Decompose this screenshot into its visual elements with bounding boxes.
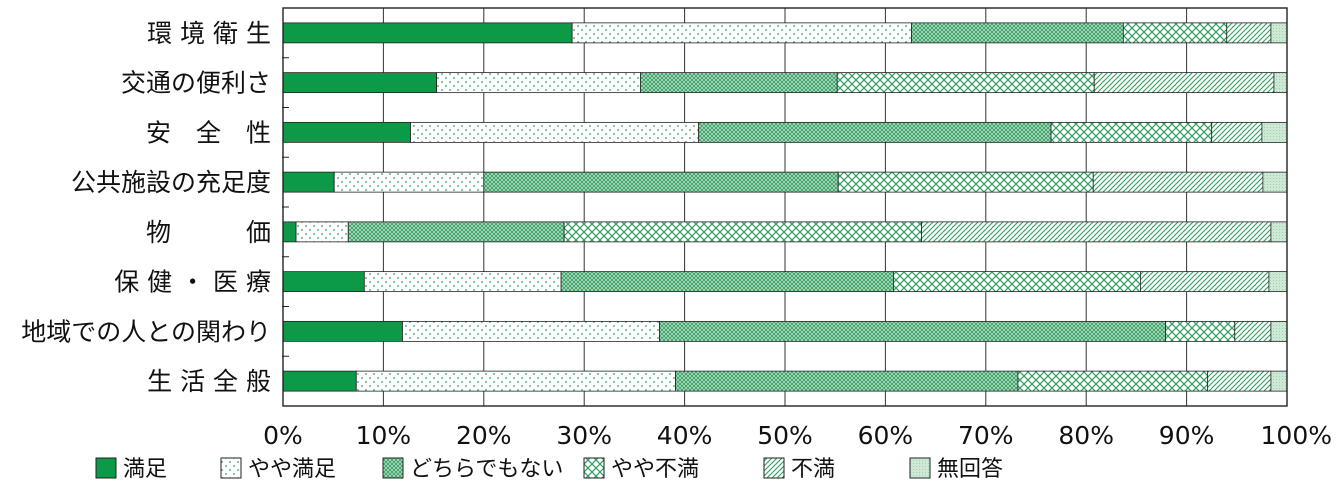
bar-segment xyxy=(893,271,1141,293)
category-label: 地域での人との関わり xyxy=(21,317,271,346)
bar-segment xyxy=(571,22,912,44)
legend-swatch xyxy=(220,457,242,479)
bar-segment xyxy=(1093,72,1275,94)
x-tick-labels: 0% 10% 20% 30% 40% 50% 60% 70% 80% 90% 100% xyxy=(263,421,1332,450)
bar-segment xyxy=(1017,370,1209,392)
legend-label: 無回答 xyxy=(937,457,1003,482)
category-label: 安 全 性 xyxy=(146,118,271,147)
category-label: 生 活 全 般 xyxy=(147,367,271,396)
bar-segment xyxy=(1261,121,1288,143)
x-tick-label: 90% xyxy=(1159,421,1215,450)
x-tick-label: 40% xyxy=(657,421,713,450)
bar-segment xyxy=(837,171,1094,193)
x-tick-label: 30% xyxy=(556,421,612,450)
bar-segment xyxy=(282,171,335,193)
bar-segment xyxy=(1050,121,1213,143)
legend-label: やや不満 xyxy=(611,457,699,482)
legend-swatch xyxy=(382,457,404,479)
legend-label: 満足 xyxy=(123,457,167,482)
bar-segment xyxy=(911,22,1124,44)
x-tick-label: 10% xyxy=(356,421,412,450)
x-tick-label: 20% xyxy=(456,421,512,450)
x-tick-label: 70% xyxy=(958,421,1014,450)
bar-segment xyxy=(659,320,1166,342)
bar-segment xyxy=(698,121,1052,143)
bar-segment xyxy=(1270,22,1288,44)
bar-segment xyxy=(1270,370,1288,392)
bar-segment xyxy=(921,221,1272,243)
bar-segment xyxy=(1273,72,1288,94)
bar-segment xyxy=(1234,320,1272,342)
legend-swatch xyxy=(763,457,785,479)
category-label: 交通の便利さ xyxy=(121,69,271,98)
legend-swatch xyxy=(95,457,117,479)
bar-segment xyxy=(333,171,485,193)
x-tick-label: 60% xyxy=(858,421,914,450)
bar-segment xyxy=(1268,271,1288,293)
bar-segment xyxy=(1092,171,1264,193)
bar-segment xyxy=(1165,320,1236,342)
bar-segment xyxy=(410,121,700,143)
bar-segment xyxy=(347,221,565,243)
category-label: 公共施設の充足度 xyxy=(71,168,271,197)
bar-segment xyxy=(282,72,438,94)
bar-segment xyxy=(1270,221,1288,243)
legend-label: 不満 xyxy=(791,457,835,482)
plot-frame xyxy=(282,7,1288,407)
x-tick-label: 100% xyxy=(1261,421,1332,450)
legend-swatch xyxy=(909,457,931,479)
bar-segment xyxy=(1211,121,1263,143)
x-tick-label: 50% xyxy=(757,421,813,450)
bar-segment xyxy=(675,370,1019,392)
bar-segment xyxy=(282,271,365,293)
category-label: 物 価 xyxy=(146,218,271,247)
bar-segment xyxy=(282,121,411,143)
bar-segment xyxy=(640,72,838,94)
grid-lines xyxy=(282,8,1288,406)
bar-segment xyxy=(282,221,297,243)
bar-segment xyxy=(363,271,562,293)
bar-segment xyxy=(295,221,349,243)
bar-segment xyxy=(282,370,357,392)
bar-segment xyxy=(1140,271,1270,293)
bar-segment xyxy=(436,72,641,94)
bar-segment xyxy=(1122,22,1228,44)
bar-segment xyxy=(560,271,894,293)
bar-segment xyxy=(402,320,660,342)
x-tick-label: 80% xyxy=(1058,421,1114,450)
bar-segment xyxy=(282,320,403,342)
category-label: 環 境 衛 生 xyxy=(147,19,271,48)
axes xyxy=(282,7,1288,407)
bar-segment xyxy=(563,221,922,243)
bar-segment xyxy=(282,22,573,44)
legend-label: やや満足 xyxy=(248,457,336,482)
bar-segment xyxy=(1226,22,1272,44)
legend-swatch xyxy=(583,457,605,479)
bar-segment xyxy=(483,171,839,193)
legend: 満足 やや満足 どちらでもない やや不満 不満 無回答 xyxy=(95,457,1003,482)
bar-segment xyxy=(1270,320,1288,342)
bar-segment xyxy=(836,72,1095,94)
x-tick-label: 0% xyxy=(263,421,303,450)
bar-segment xyxy=(355,370,676,392)
bars xyxy=(282,22,1288,392)
legend-label: どちらでもない xyxy=(410,457,563,482)
bar-segment xyxy=(1207,370,1272,392)
bar-segment xyxy=(1262,171,1288,193)
category-label: 保 健 ・ 医 療 xyxy=(114,268,271,297)
